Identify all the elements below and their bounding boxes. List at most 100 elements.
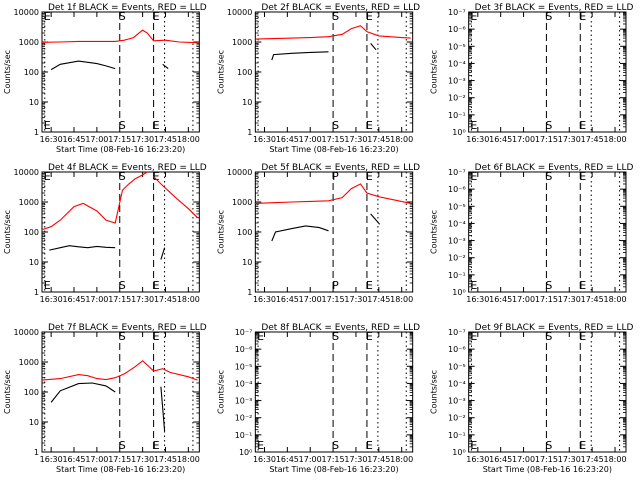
x-tick-label: 17:45 xyxy=(154,135,177,144)
x-tick-label: 17:30 xyxy=(344,295,367,304)
x-tick-label: 16:30 xyxy=(466,295,489,304)
y-tick-label: 10⁻⁶ xyxy=(448,25,466,34)
events-series-line xyxy=(49,245,116,251)
x-tick-label: 17:00 xyxy=(85,135,108,144)
event-marker-label: E xyxy=(579,439,586,452)
event-marker-label: E xyxy=(470,279,477,292)
x-tick-label: 17:00 xyxy=(299,295,322,304)
x-tick-label: 16:45 xyxy=(62,455,85,464)
y-tick-label: 10⁻⁷ xyxy=(448,8,466,17)
y-tick-label: 1000 xyxy=(232,38,252,47)
y-axis-label: Counts/sec xyxy=(216,210,225,254)
y-tick-label: 10⁻⁴ xyxy=(448,219,466,228)
y-tick-label: 1000 xyxy=(19,38,39,47)
x-tick-label: 17:15 xyxy=(535,135,558,144)
x-tick-label: 17:45 xyxy=(367,455,390,464)
event-marker-label: E xyxy=(366,439,373,452)
x-tick-label: 17:45 xyxy=(581,135,604,144)
y-tick-label: 10⁻⁶ xyxy=(448,345,466,354)
y-tick-label: 10⁻⁵ xyxy=(448,202,466,211)
event-marker-label: E xyxy=(470,330,477,343)
y-tick-label: 10⁰ xyxy=(239,448,252,457)
events-series-line xyxy=(160,386,166,432)
x-tick-label: 16:45 xyxy=(62,295,85,304)
events-series-line xyxy=(370,213,381,225)
y-axis-label: Counts/sec xyxy=(430,210,439,254)
event-marker-label: S xyxy=(332,119,339,132)
y-tick-label: 10⁻² xyxy=(448,414,466,423)
x-axis-label: Start Time (08-Feb-16 16:23:20) xyxy=(56,145,185,154)
x-tick-label: 17:00 xyxy=(512,295,535,304)
event-marker-label: E xyxy=(153,439,160,452)
y-tick-label: 1 xyxy=(247,128,252,137)
event-marker-label: E xyxy=(153,330,160,343)
plot-frame xyxy=(41,331,200,453)
event-marker-label: E xyxy=(579,119,586,132)
x-tick-label: 17:45 xyxy=(581,295,604,304)
x-tick-label: 18:00 xyxy=(390,295,413,304)
x-tick-label: 16:45 xyxy=(62,135,85,144)
y-tick-label: 10 xyxy=(242,98,252,107)
y-tick-label: 10⁻² xyxy=(448,94,466,103)
event-marker-label: E xyxy=(44,10,51,23)
y-tick-label: 1 xyxy=(34,288,39,297)
y-tick-label: 10 xyxy=(29,418,39,427)
panel-title: Det 4f BLACK = Events, RED = LLD xyxy=(48,163,207,173)
event-marker-label: S xyxy=(545,170,552,183)
y-tick-label: 10⁰ xyxy=(452,128,465,137)
x-tick-label: 17:00 xyxy=(512,455,535,464)
y-tick-label: 10 xyxy=(29,98,39,107)
y-tick-label: 1000 xyxy=(232,198,252,207)
y-tick-label: 10⁻³ xyxy=(448,77,466,86)
event-marker-label: E xyxy=(153,119,160,132)
event-marker-label: E xyxy=(153,170,160,183)
x-axis-label: Start Time (08-Feb-16 16:23:20) xyxy=(269,465,398,474)
event-marker-label: E xyxy=(257,439,264,452)
x-tick-label: 17:30 xyxy=(131,135,154,144)
event-marker-label: E xyxy=(44,119,51,132)
x-tick-label: 17:15 xyxy=(535,455,558,464)
event-marker-label: P xyxy=(332,170,339,183)
y-tick-label: 10⁻⁷ xyxy=(448,168,466,177)
y-tick-label: 10⁻² xyxy=(235,414,253,423)
x-tick-label: 17:15 xyxy=(108,135,131,144)
plot-frame xyxy=(254,171,414,293)
events-series-line xyxy=(50,382,116,403)
x-tick-label: 17:00 xyxy=(85,455,108,464)
y-tick-label: 1 xyxy=(34,448,39,457)
event-marker-label: S xyxy=(545,439,552,452)
x-tick-label: 17:15 xyxy=(322,295,345,304)
y-tick-label: 100 xyxy=(24,388,39,397)
x-tick-label: 16:30 xyxy=(253,135,276,144)
x-tick-label: 18:00 xyxy=(177,295,200,304)
y-axis-label: Counts/sec xyxy=(3,210,12,254)
y-tick-label: 10⁻⁷ xyxy=(235,328,253,337)
y-axis-label: Counts/sec xyxy=(216,50,225,94)
event-marker-label: S xyxy=(332,439,339,452)
x-tick-label: 17:30 xyxy=(558,135,581,144)
y-axis-label: Counts/sec xyxy=(430,50,439,94)
event-marker-label: E xyxy=(470,170,477,183)
event-marker-label: E xyxy=(470,119,477,132)
panel-title: Det 1f BLACK = Events, RED = LLD xyxy=(48,3,207,13)
y-tick-label: 10000 xyxy=(14,8,39,17)
plot-frame xyxy=(254,11,414,133)
x-tick-label: 16:30 xyxy=(40,135,63,144)
event-marker-label: S xyxy=(545,10,552,23)
y-tick-label: 10⁻³ xyxy=(448,397,466,406)
event-marker-label: E xyxy=(579,10,586,23)
event-marker-label: E xyxy=(579,279,586,292)
panel-title: Det 5f BLACK = Events, RED = LLD xyxy=(261,163,420,173)
y-tick-label: 10000 xyxy=(227,8,252,17)
x-axis-label: Start Time (08-Feb-16 16:23:20) xyxy=(483,465,612,474)
x-tick-label: 16:45 xyxy=(489,135,512,144)
y-tick-label: 100 xyxy=(237,68,252,77)
y-tick-label: 10⁻⁴ xyxy=(448,59,466,68)
x-tick-label: 17:30 xyxy=(344,135,367,144)
x-tick-label: 17:45 xyxy=(154,295,177,304)
y-tick-label: 10⁻¹ xyxy=(448,431,466,440)
detector-panel: Det 6f BLACK = Events, RED = LLD 10⁰ 10⁻¹ 1… xyxy=(430,163,634,304)
lld-series-line xyxy=(255,25,411,40)
event-marker-label: E xyxy=(44,170,51,183)
x-tick-label: 17:30 xyxy=(558,295,581,304)
